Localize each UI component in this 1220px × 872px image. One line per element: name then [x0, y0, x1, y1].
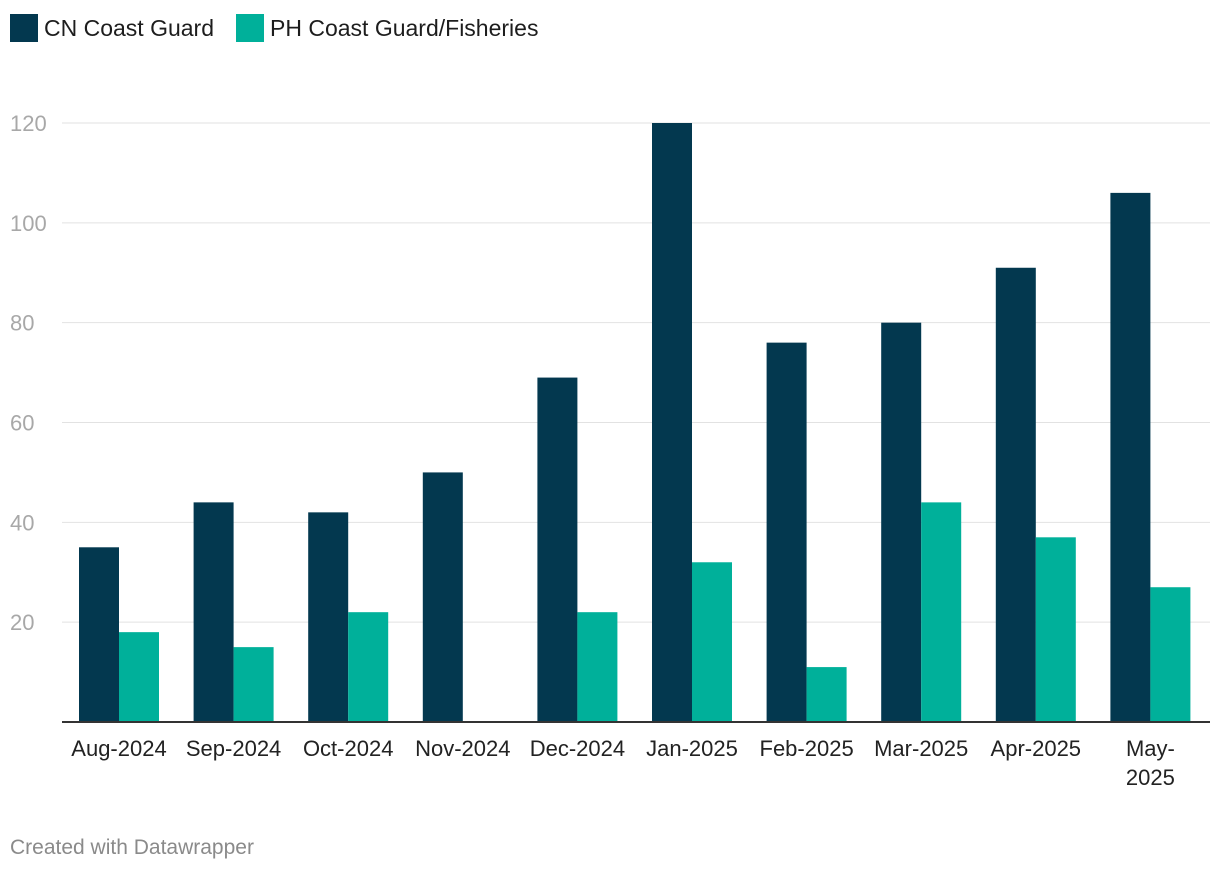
bar-ph-coast-guard [1035, 537, 1076, 722]
bar-cn-coast-guard [1110, 192, 1151, 723]
y-tick-label: 100 [10, 211, 47, 236]
bar-cn-coast-guard [308, 512, 349, 722]
bar-ph-coast-guard [692, 562, 732, 722]
chart-legend: CN Coast Guard PH Coast Guard/Fisheries [10, 14, 560, 42]
bar-cn-coast-guard [995, 267, 1036, 722]
legend-item-ph-coast-guard: PH Coast Guard/Fisheries [236, 14, 538, 42]
y-tick-label: 40 [10, 510, 34, 535]
legend-label-ph: PH Coast Guard/Fisheries [270, 14, 539, 41]
bar-ph-coast-guard [119, 632, 159, 722]
x-tick-label: Apr-2025 [991, 736, 1082, 761]
legend-label-cn: CN Coast Guard [44, 14, 215, 41]
x-tick-label: Feb-2025 [760, 736, 854, 761]
bar-cn-coast-guard [652, 123, 692, 722]
x-tick-label: May-2025 [1126, 736, 1175, 790]
bar-ph-coast-guard [233, 647, 274, 722]
x-tick-label: Mar-2025 [874, 736, 968, 761]
bar-ph-coast-guard [348, 612, 389, 722]
bar-cn-coast-guard [766, 342, 807, 722]
bar-cn-coast-guard [537, 377, 578, 722]
x-tick-label: Sep-2024 [186, 736, 281, 761]
bar-cn-coast-guard [422, 472, 463, 722]
bar-cn-coast-guard [881, 322, 922, 722]
y-tick-label: 120 [10, 111, 47, 136]
x-tick-label: Aug-2024 [71, 736, 166, 761]
bar-cn-coast-guard [193, 502, 234, 722]
y-tick-label: 80 [10, 311, 34, 336]
x-tick-label: Nov-2024 [415, 736, 510, 761]
legend-swatch-ph [236, 14, 265, 42]
legend-swatch-cn [10, 14, 38, 42]
bar-ph-coast-guard [577, 612, 618, 722]
bar-cn-coast-guard [79, 547, 119, 722]
bar-ph-coast-guard [921, 502, 962, 722]
footer-credit: Created with Datawrapper [10, 836, 254, 859]
bar-ph-coast-guard [806, 667, 847, 722]
y-tick-label: 20 [10, 610, 34, 635]
x-tick-label: Jan-2025 [646, 736, 738, 761]
x-tick-label: Oct-2024 [303, 736, 394, 761]
x-tick-label: Dec-2024 [530, 736, 625, 761]
bar-ph-coast-guard [1150, 587, 1191, 722]
legend-item-cn-coast-guard: CN Coast Guard [10, 14, 214, 42]
y-tick-label: 60 [10, 411, 34, 436]
